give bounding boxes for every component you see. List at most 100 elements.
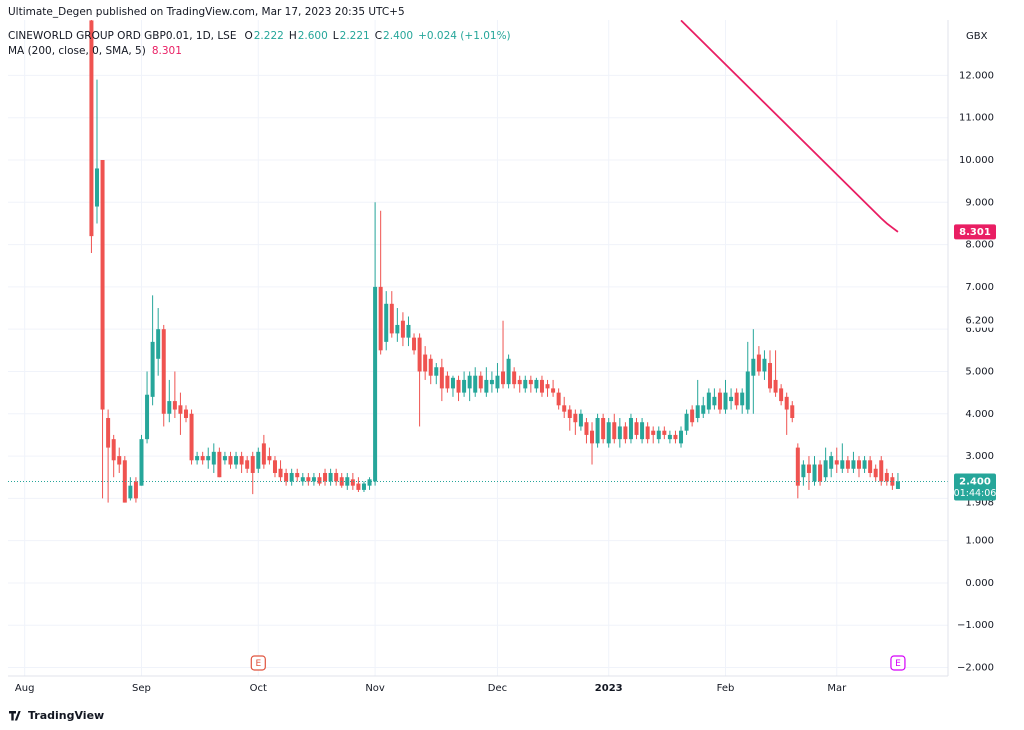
candle-body [122,460,127,503]
candle-body [517,379,522,385]
legend-ma-name: MA (200, close, 0, SMA, 5) [8,45,146,57]
candle-body [701,405,706,414]
candle-body [528,379,533,385]
candle-body [272,460,277,473]
candle-body [245,460,250,469]
candle-body [673,434,678,440]
candle-body [311,477,316,482]
y-tick-label: 3.000 [965,451,994,462]
candle-body [679,430,684,444]
candle-body [206,456,211,461]
candle-body [417,337,422,372]
y-tick-label: −2.000 [957,663,994,674]
candle-body [373,286,378,482]
candle-body [150,341,155,397]
candle-body [222,456,227,461]
candle-body [234,456,239,465]
candle-body [267,456,272,461]
earnings-marker[interactable] [890,655,906,671]
candle-body [284,472,289,482]
candle-body [695,405,700,418]
x-tick-label: 2023 [595,683,623,694]
x-tick-label: Mar [827,683,847,694]
candle-body [556,392,561,406]
candle-body [228,456,233,465]
candle-body [484,379,489,393]
candle-body [745,371,750,410]
y-tick-label: 8.000 [965,240,994,251]
ma-price-tag [954,224,996,240]
candle-body [94,168,99,207]
ma-line [680,20,899,233]
candle-body [895,481,900,489]
candle-body [317,477,322,484]
candle-body [445,375,450,389]
last-price-tag [954,473,996,501]
candle-body [684,413,689,431]
candle-body [773,379,778,393]
candle-body [473,375,478,393]
earnings-label: E [895,659,901,669]
y-tick-label: 7.000 [965,282,994,293]
candle-body [306,477,311,482]
currency: GBX [966,31,988,42]
legend: CINEWORLD GROUP ORD GBP0.01, 1D, LSE O 2.2… [8,30,511,57]
candle-body [851,460,856,469]
legend-symbol: CINEWORLD GROUP ORD GBP0.01, 1D, LSE [8,30,236,42]
candle-body [590,430,595,444]
candle-body [873,468,878,478]
candle-body [523,379,528,389]
candle-body [501,371,506,385]
earnings-marker[interactable] [250,655,266,671]
candle-body [106,417,111,448]
candle-body [768,363,773,389]
y-tick-label: −1.000 [957,620,994,631]
candle-body [462,379,467,393]
candle-body [423,354,428,372]
candle-body [356,483,361,490]
candle-body [89,20,94,237]
candle-body [840,460,845,469]
candle-body [651,430,656,435]
candle-body [606,422,611,444]
candle-body [712,396,717,406]
x-tick-label: Aug [15,683,35,694]
x-tick-label: Nov [365,683,385,694]
candle-body [378,286,383,351]
candle-body [723,392,728,410]
candle-body [740,392,745,406]
candle-body [868,460,873,473]
candle-body [361,483,366,490]
countdown-label: 01:44:06 [954,488,997,499]
candle-body [823,460,828,478]
candle-body [857,460,862,469]
candle-body [534,379,539,389]
candle-body [439,367,444,389]
candle-body [562,405,567,412]
earnings-label: E [255,659,261,669]
candle-body [145,394,150,440]
candle-body [156,329,161,359]
y-tick-label: 6.000 [965,324,994,335]
x-tick-label: Dec [488,683,507,694]
candle-body [172,401,177,410]
candle-body [795,447,800,486]
candle-body [450,377,455,389]
candle-body [717,392,722,410]
footer-logo: TradingView [8,709,104,722]
candle-body [812,464,817,482]
candle-body [729,396,734,402]
candle-body [239,456,244,465]
axes: 12.000 11.000 10.000 9.000 8.000 7.000 6.000 5.… [15,70,996,694]
candle-body [412,337,417,351]
candle-body [706,392,711,410]
y-tick-label: 11.000 [959,113,994,124]
y-tick-label: 5.000 [965,366,994,377]
candle-body [183,409,188,418]
candle-body [617,426,622,440]
candle-body [217,451,222,478]
candle-body [350,479,355,486]
